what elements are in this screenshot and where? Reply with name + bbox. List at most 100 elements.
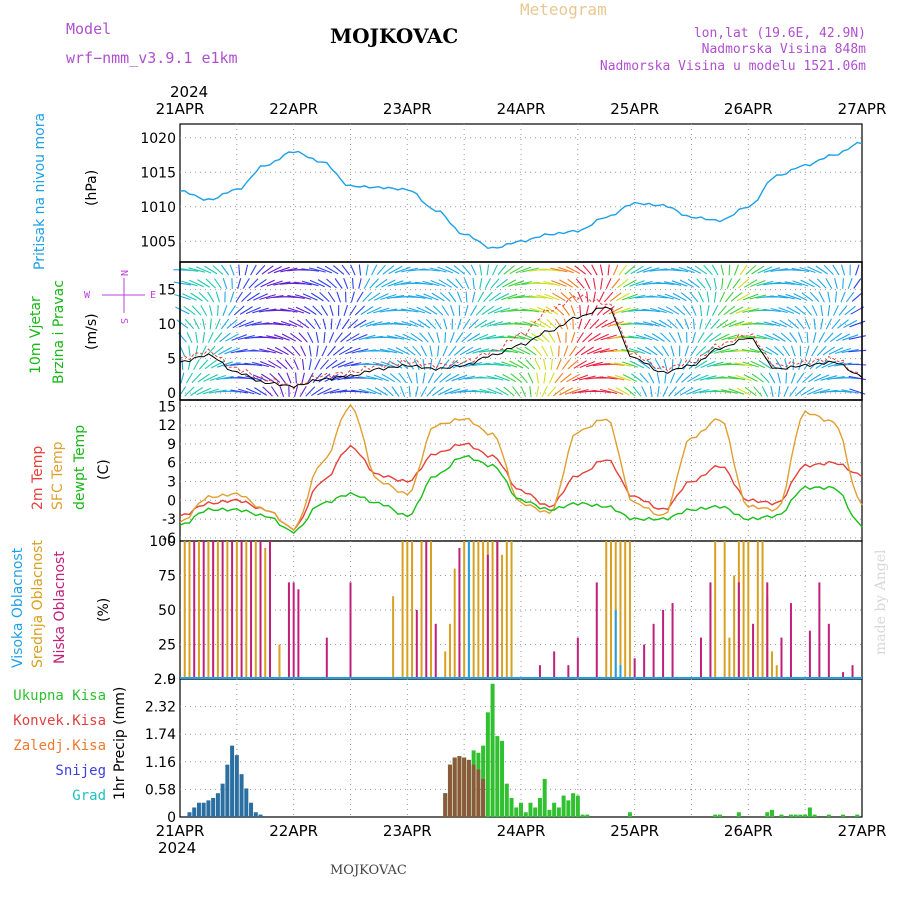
wind-arrow [723,305,736,316]
wind-arrow [323,388,340,395]
xtick-label-top: 21APR [156,100,205,118]
wind-arrow [307,332,314,343]
wind-arrow [258,336,277,339]
wind-arrow [299,386,307,397]
wind-arrow [402,333,417,342]
wind-arrow [479,388,497,395]
cloud-bar [297,589,300,679]
wind-arrow [286,372,292,384]
wind-arrow [614,362,632,367]
wind-arrow [554,372,564,384]
wind-arrow [547,386,557,397]
wind-arrow [448,291,457,303]
ytick-label: 1015 [140,165,176,181]
cloud-bar [709,582,712,679]
wind-arrow [615,292,630,302]
wind-arrow [222,278,228,289]
wind-arrow [403,346,416,356]
cloud-bar [818,582,821,679]
temp-unit: (C) [96,459,112,480]
wind-arrow [277,372,286,384]
wind-arrow [340,332,352,343]
wind-arrow [261,265,274,275]
wind-arrow [251,349,270,353]
cloud-bar [472,541,475,679]
wind-arrow [239,306,253,315]
wind-arrow [787,319,799,329]
wind-arrow [532,345,543,357]
wind-arrow [259,294,276,300]
wind-arrow [777,294,795,300]
wind-arrow [694,360,708,369]
precip-bar-snow [239,774,244,817]
wind-arrow [778,307,795,314]
wind-arrow [409,320,425,328]
xtick-label-bottom: 24APR [497,822,546,840]
wind-arrow [483,291,493,303]
wind-arrow [811,345,819,357]
ytick-label: 0 [167,386,176,402]
wind-arrow [721,278,724,289]
wind-arrow [756,334,774,341]
wind-arrow [448,345,457,357]
cloud-bar [425,541,428,679]
wind-arrow [254,387,267,396]
wind-arrow [455,332,464,343]
precip-bar-rain [547,809,552,817]
precip-bar-rain [717,814,722,817]
cloud-bar [268,541,271,679]
wind-arrow [215,291,221,303]
wind-arrow [783,386,789,397]
wind-arrow [452,360,467,369]
wind-arrow [656,282,675,285]
cloud-ylabel-1: Visoka Oblacnost [10,547,26,668]
wind-arrow [191,305,202,316]
cloud-bar [278,644,281,679]
wind-arrow [730,292,743,302]
wind-arrow [742,293,759,301]
ytick-label: 15 [158,283,176,299]
wind-arrow [688,359,700,370]
wind-arrow [805,345,810,357]
ytick-label: 1.74 [145,727,176,743]
precip-bar-snow [211,797,216,817]
wind-arrow [686,388,702,395]
compass-s: S [118,318,129,324]
wind-arrow [739,264,748,276]
precip-bar-rain [523,812,528,817]
wind-arrow [225,333,239,342]
wind-arrow [200,345,207,357]
cloud-bar [505,541,508,679]
wind-arrow [202,332,206,343]
wind-arrow [212,265,224,275]
wind-arrow [571,389,589,394]
wind-arrow [503,265,515,275]
wind-arrow [642,267,660,273]
wind-arrow [751,373,764,383]
wind-arrow [825,278,833,289]
wind-arrow [534,359,541,370]
wind-arrow [457,375,476,381]
wind-arrow [816,278,827,289]
wind-arrow [270,386,279,397]
wind-arrow [444,332,447,343]
wind-arrow [387,347,404,355]
wind-arrow [763,267,781,273]
wind-arrow [848,375,867,381]
wind-arrow [508,347,525,355]
cloud-bar [434,623,437,679]
wind-arrow [207,291,215,303]
ytick-label: 3 [167,474,176,490]
wind-arrow [670,267,689,273]
wind-arrow [758,360,772,369]
wind-arrow [760,372,770,384]
cloud-bar [771,651,774,679]
lonlat-label: lon,lat (19.6E, 42.9N) [694,26,866,41]
wind-arrow [808,373,822,383]
precip-bar-rain [495,736,500,817]
wind-arrow [267,360,282,369]
pressure-unit: (hPa) [84,170,100,206]
cloud-bar [808,630,811,679]
wind-arrow [301,372,305,384]
wind-arrow [360,306,374,315]
